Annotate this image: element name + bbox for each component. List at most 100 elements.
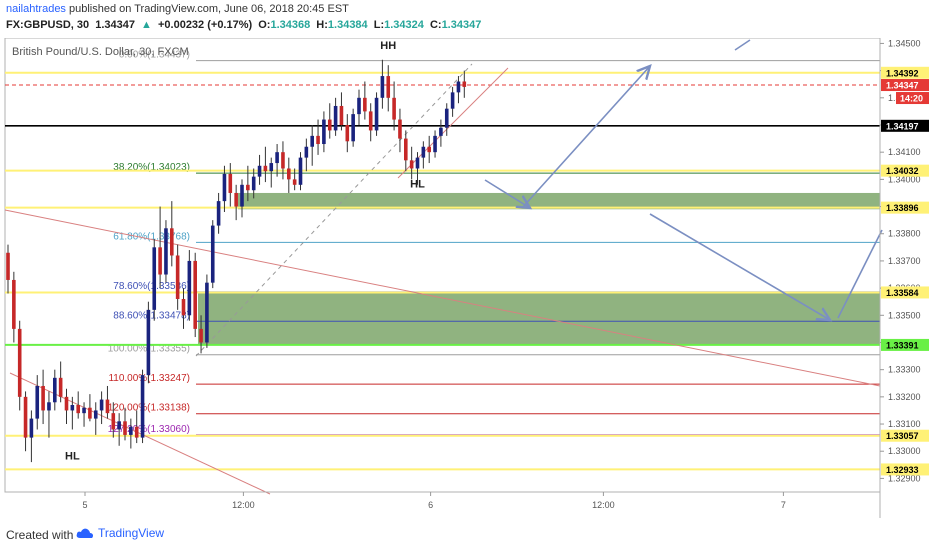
- candle-body: [275, 152, 279, 164]
- candle-body: [17, 328, 22, 397]
- brand-label: TradingView: [98, 526, 165, 540]
- y-tick-label: 1.33500: [888, 310, 921, 320]
- candle-body: [6, 252, 10, 280]
- y-tick-label: 1.33200: [888, 392, 921, 402]
- candle-body: [380, 76, 385, 98]
- candle-body: [409, 160, 414, 169]
- candle-body: [415, 157, 420, 169]
- candle-body: [146, 309, 151, 376]
- candle-body: [41, 385, 45, 411]
- candle-body: [47, 402, 51, 411]
- candle-body: [357, 97, 361, 115]
- candle-body: [216, 201, 221, 226]
- candle-body: [439, 127, 443, 136]
- y-tick-label: 1.33700: [888, 256, 921, 266]
- candle-body: [111, 413, 116, 430]
- y-tick-label: 1.34100: [888, 147, 921, 157]
- price-chart[interactable]: 0.00%(1.34437) 38.20%(1.34023) 61.80%(1.33…: [0, 37, 932, 518]
- candle-body: [351, 114, 355, 142]
- fib-label: 120.00%(1.33138): [108, 403, 190, 414]
- candle-body: [134, 426, 139, 438]
- x-tick-label: 6: [428, 500, 433, 510]
- demand-zone: [198, 292, 880, 345]
- author-link[interactable]: nailahtrades: [6, 3, 66, 15]
- candle-body: [64, 396, 69, 411]
- candle-body: [444, 108, 449, 128]
- candle-body: [88, 407, 92, 419]
- candle-body: [363, 97, 367, 112]
- candle-body: [333, 105, 338, 131]
- symbol-label[interactable]: FX:GBPUSD, 30: [6, 19, 90, 31]
- candle-body: [246, 184, 250, 191]
- candle-body: [93, 410, 98, 419]
- projection-arrow: [734, 39, 751, 51]
- candle-body: [462, 81, 467, 87]
- candle-body: [240, 184, 244, 207]
- y-tick-label: 1.33300: [888, 365, 921, 375]
- countdown-box: [896, 92, 929, 105]
- level-price-label: 1.34032: [886, 166, 919, 176]
- x-tick-label: 12:00: [232, 500, 255, 510]
- tradingview-brand[interactable]: TradingView: [76, 526, 164, 540]
- high-value: 1.34384: [327, 19, 368, 31]
- candle-body: [339, 105, 344, 125]
- swing-label: HL: [65, 450, 80, 462]
- candle-body: [164, 228, 168, 275]
- level-price-box: [881, 463, 929, 476]
- projection-arrow: [837, 229, 883, 319]
- candle-body: [427, 146, 431, 153]
- candle-body: [222, 173, 227, 202]
- candle-body: [29, 418, 34, 438]
- fib-label: 38.20%(1.34023): [113, 162, 190, 173]
- chart-area[interactable]: 0.00%(1.34437) 38.20%(1.34023) 61.80%(1.33…: [0, 37, 932, 518]
- candle-body: [205, 282, 209, 343]
- candle-body: [287, 168, 291, 180]
- level-price-box: [881, 201, 929, 214]
- chart-title: British Pound/U.S. Dollar, 30, FXCM: [12, 46, 189, 58]
- candle-body: [368, 111, 373, 131]
- x-tick-label: 7: [781, 500, 786, 510]
- candle-body: [105, 399, 110, 414]
- candle-body: [433, 135, 437, 153]
- last-price: 1.34347: [95, 19, 135, 31]
- projection-arrow: [521, 66, 650, 209]
- fib-label: 127.20%(1.33060): [108, 424, 190, 435]
- demand-zone: [238, 192, 880, 210]
- publish-info: nailahtrades published on TradingView.co…: [6, 3, 349, 15]
- quote-line: FX:GBPUSD, 30 1.34347 ▲ +0.00232 (+0.17%…: [6, 19, 484, 31]
- candle-body: [450, 92, 455, 109]
- candle-body: [374, 97, 379, 131]
- up-arrow-icon: ▲: [141, 19, 152, 31]
- down-trendline: [4, 209, 881, 387]
- level-price-box: [881, 66, 929, 79]
- chart-header: nailahtrades published on TradingView.co…: [0, 0, 932, 38]
- level-price-box: [881, 286, 929, 299]
- candle-body: [12, 279, 16, 329]
- candle-body: [322, 119, 326, 145]
- candle-body: [234, 192, 238, 207]
- candle-body: [175, 255, 180, 299]
- created-with-text: Created with: [6, 528, 74, 542]
- candle-body: [181, 298, 186, 316]
- candle-body: [292, 179, 297, 185]
- fib-label: 0.00%(1.34437): [119, 50, 190, 61]
- level-price-box: [881, 164, 929, 177]
- candle-body: [304, 146, 309, 158]
- candle-body: [398, 119, 402, 139]
- current-price-label: 1.34347: [886, 81, 919, 91]
- candle-body: [210, 225, 215, 283]
- y-tick-label: 1.33800: [888, 229, 921, 239]
- candle-body: [193, 260, 197, 329]
- plot-frame: [4, 37, 881, 493]
- current-price-box: [881, 79, 929, 92]
- candle-body: [53, 377, 57, 403]
- cloud-icon: [76, 528, 94, 538]
- close-value: 1.34347: [441, 19, 482, 31]
- swing-label: HH: [380, 40, 396, 52]
- close-label: C:: [429, 19, 442, 31]
- open-value: 1.34368: [270, 19, 311, 31]
- candle-body: [327, 119, 332, 131]
- candle-body: [117, 421, 121, 430]
- candle-body: [23, 396, 28, 438]
- y-tick-label: 1.33000: [888, 446, 921, 456]
